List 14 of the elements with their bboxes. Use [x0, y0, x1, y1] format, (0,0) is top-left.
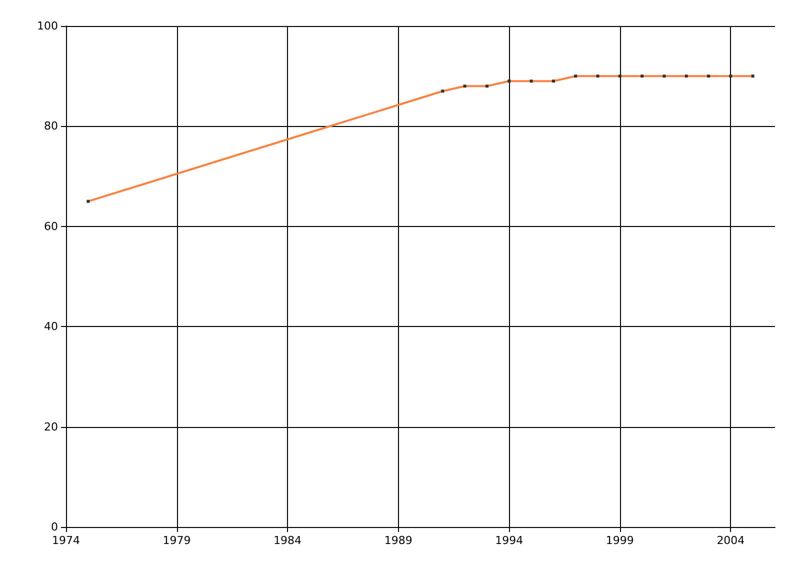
y-tick-label: 60	[44, 220, 58, 233]
y-tick-label: 20	[44, 420, 58, 434]
y-tick-label: 40	[44, 320, 58, 334]
x-tick-label: 1984	[274, 534, 302, 547]
x-tick-label: 2004	[716, 534, 745, 547]
y-tick-label: 0	[51, 520, 58, 534]
x-tick-label: 1999	[606, 534, 634, 547]
x-tick-label: 1974	[52, 534, 80, 547]
x-tick-label: 1994	[495, 534, 524, 547]
line-series	[86, 74, 754, 203]
x-tick-label: 1979	[162, 534, 191, 547]
x-tick-label: 1989	[384, 534, 412, 547]
y-tick-label: 100	[37, 20, 58, 32]
y-tick-label: 80	[44, 120, 58, 133]
